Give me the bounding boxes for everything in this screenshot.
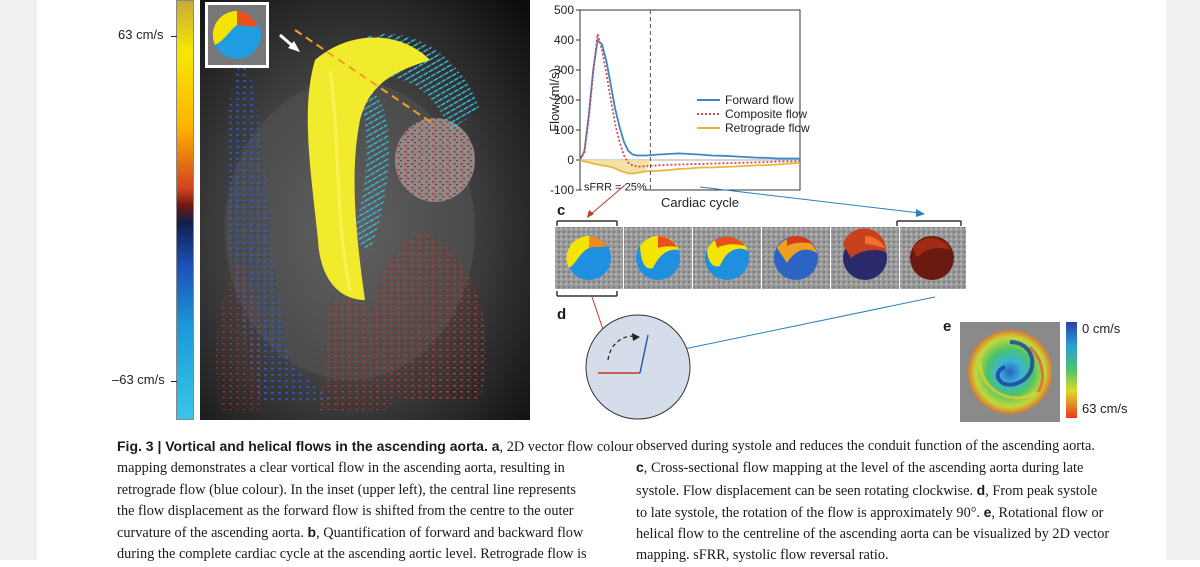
- y-axis-label: Flow (ml/s): [547, 68, 562, 132]
- caption-right-line: systole. Flow displacement can be seen r…: [636, 480, 1156, 502]
- caption-text: systole. Flow displacement can be seen r…: [636, 482, 977, 499]
- caption-right-line: to late systole, the rotation of the flo…: [636, 502, 1156, 524]
- caption-text: , Cross-sectional flow mapping at the le…: [643, 460, 1084, 477]
- caption-right-column: observed during systole and reduces the …: [636, 436, 1156, 567]
- caption-left-line: during the complete cardiac cycle at the…: [117, 544, 615, 565]
- caption-right-line: c, Cross-sectional flow mapping at the l…: [636, 457, 1156, 479]
- x-axis-label: Cardiac cycle: [661, 195, 739, 210]
- caption-bold-text: d: [976, 481, 986, 498]
- panel-label-d: d: [557, 306, 567, 323]
- caption-text: observed during systole and reduces the …: [636, 438, 1095, 454]
- cross-section-1: [555, 227, 623, 289]
- legend-label: Composite flow: [725, 107, 807, 121]
- caption-text: helical flow to the centreline of the as…: [636, 526, 1110, 543]
- caption-text: curvature of the ascending aorta.: [117, 525, 308, 542]
- caption-left-line: retrograde flow (blue colour). In the in…: [117, 480, 615, 501]
- panel-label-c: c: [557, 202, 566, 219]
- caption-bold-text: e: [983, 503, 992, 520]
- caption-text: , 2D vector flow colour: [499, 439, 634, 455]
- helical-flow-image: [960, 322, 1060, 422]
- caption-right-line: helical flow to the centreline of the as…: [636, 524, 1156, 545]
- caption-text: the flow displacement as the forward flo…: [117, 502, 574, 519]
- y-tick-label: 400: [554, 33, 574, 47]
- y-tick-label: -100: [550, 183, 574, 197]
- caption-left-line: curvature of the ascending aorta. b, Qua…: [117, 522, 615, 544]
- series-line-retrograde-flow: [579, 159, 801, 175]
- cross-section-2: [624, 227, 692, 289]
- caption-left-line: the flow displacement as the forward flo…: [117, 501, 615, 522]
- caption-text: , Rotational flow or: [991, 504, 1104, 521]
- colorbar-e-top-label: 0 cm/s: [1082, 321, 1121, 336]
- right-margin: [1166, 0, 1200, 560]
- retrograde-fill-area: [580, 160, 651, 174]
- caption-bold-text: a: [487, 438, 500, 454]
- cross-section-6: [900, 227, 966, 289]
- series-line-composite-flow: [579, 33, 800, 168]
- y-tick-label: 0: [567, 153, 574, 167]
- y-tick-label: 300: [554, 63, 574, 77]
- y-tick-label: 200: [554, 93, 574, 107]
- caption-text: during the complete cardiac cycle at the…: [117, 546, 587, 563]
- caption-text: mapping demonstrates a clear vortical fl…: [117, 460, 565, 477]
- caption-right-line: observed during systole and reduces the …: [636, 436, 1156, 457]
- cross-section-3: [693, 227, 761, 289]
- colorbar-a-bottom-tick: [171, 381, 177, 382]
- caption-text: , From peak systole: [985, 482, 1098, 499]
- y-tick-label: 500: [554, 3, 574, 17]
- caption-text: to late systole, the rotation of the flo…: [636, 504, 984, 521]
- caption-text: mapping. sFRR, systolic flow reversal ra…: [636, 547, 889, 564]
- connector-arrows: [587, 185, 936, 358]
- series-line-forward-flow: [579, 38, 800, 161]
- vector-flow-image: [200, 0, 530, 420]
- legend-label: Retrograde flow: [725, 121, 810, 135]
- caption-bold-text: Fig. 3 | Vortical and helical flows in t…: [117, 438, 488, 454]
- caption-left-line: Fig. 3 | Vortical and helical flows in t…: [117, 436, 633, 458]
- flow-chart: 500 400 300 200 100 0 -100 sFRR = 25% Flow (ml/s…: [547, 3, 810, 210]
- colorbar-a-top-tick: [171, 36, 177, 37]
- caption-text: retrograde flow (blue colour). In the in…: [117, 481, 576, 498]
- y-tick-label: 100: [554, 123, 574, 137]
- colorbar-e-bottom-label: 63 cm/s: [1082, 401, 1128, 416]
- colorbar-e: [1066, 322, 1077, 418]
- caption-right-line: mapping. sFRR, systolic flow reversal ra…: [636, 545, 1156, 566]
- caption-bold-text: c: [636, 459, 644, 476]
- legend-label: Forward flow: [725, 93, 794, 107]
- caption-bold-text: b: [307, 524, 317, 541]
- cross-section-4: [762, 227, 830, 289]
- colorbar-a-bottom-label: –63 cm/s: [112, 372, 165, 387]
- colorbar-a: [176, 0, 194, 420]
- left-margin: [0, 0, 37, 560]
- caption-left-line: mapping demonstrates a clear vortical fl…: [117, 458, 615, 479]
- sfrr-annotation: sFRR = 25%: [584, 182, 647, 194]
- panel-label-e: e: [943, 318, 952, 335]
- caption-left-column: Fig. 3 | Vortical and helical flows in t…: [117, 436, 633, 566]
- cross-section-5: [831, 227, 899, 289]
- caption-text: , Quantification of forward and backward…: [316, 525, 584, 542]
- colorbar-a-top-label: 63 cm/s: [118, 27, 164, 42]
- rotation-diagram: [585, 314, 691, 420]
- cross-section-strip: [555, 220, 966, 297]
- annotation-bg: [582, 178, 644, 194]
